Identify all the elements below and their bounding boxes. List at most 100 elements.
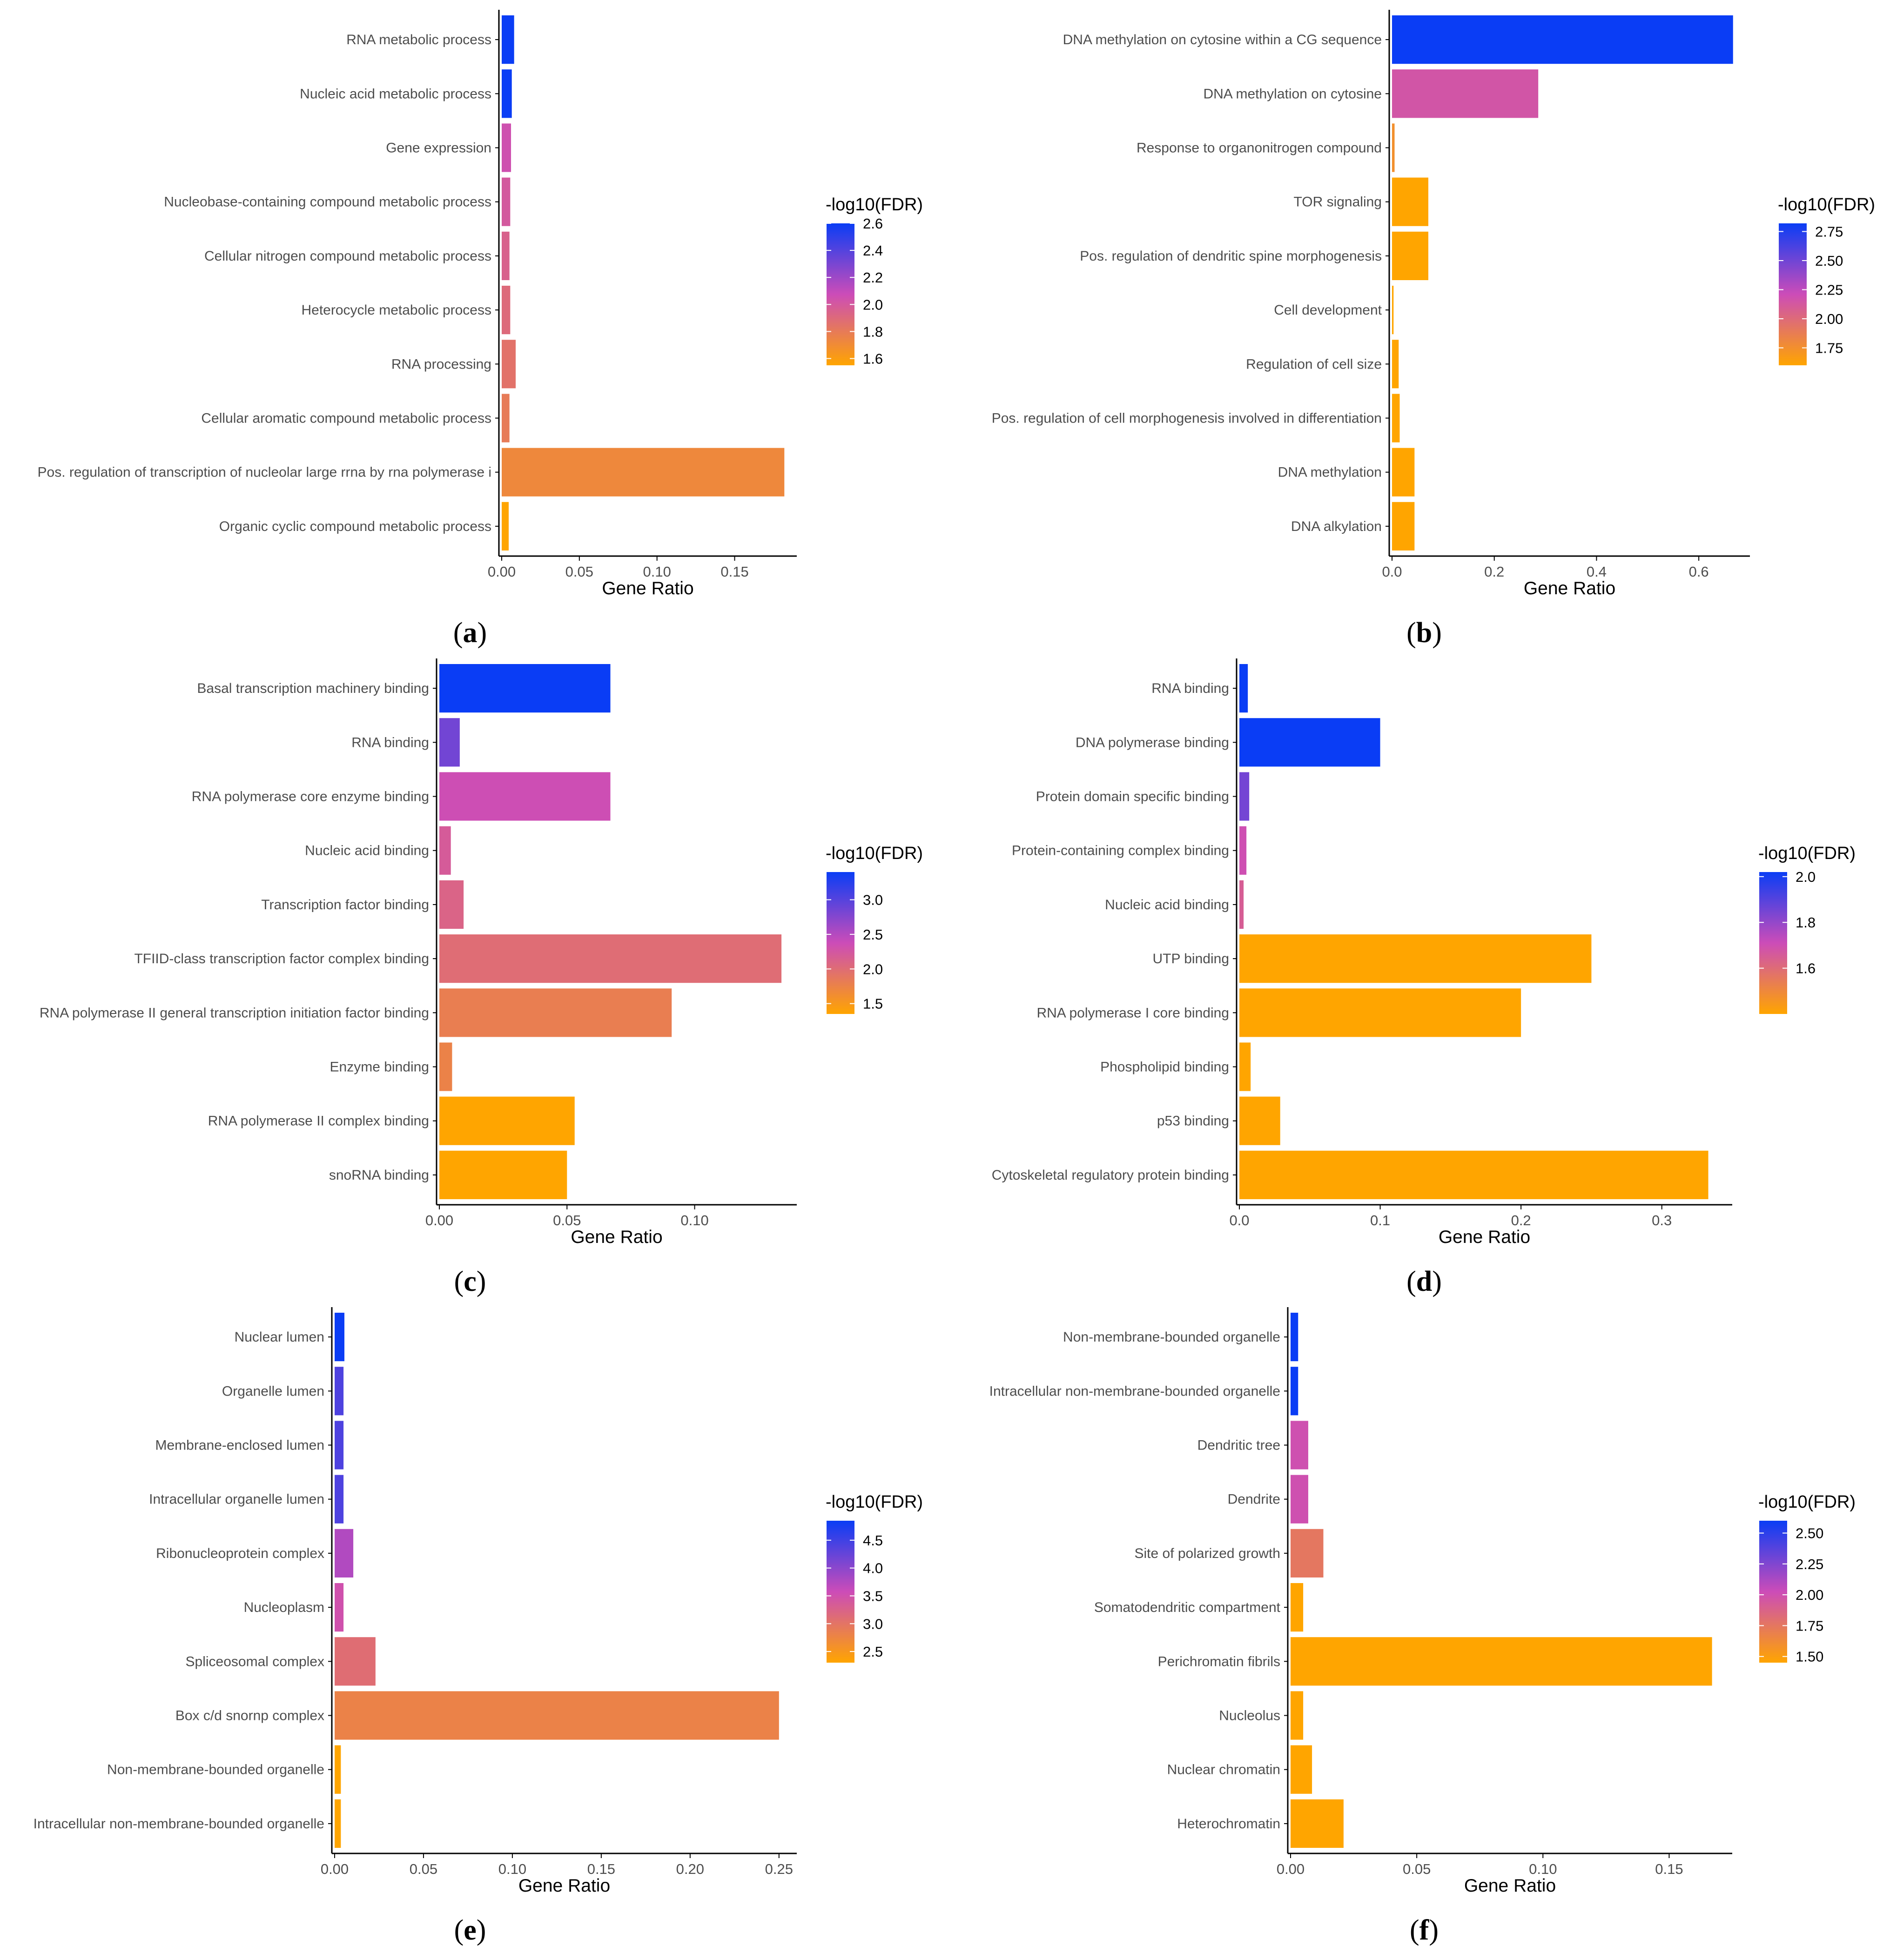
category-label: Intracellular non-membrane-bounded organ… xyxy=(34,1816,324,1832)
x-tick-label: 0.15 xyxy=(1655,1861,1683,1877)
legend-title: -log10(FDR) xyxy=(826,1492,923,1512)
bar xyxy=(502,69,512,118)
category-label: Organic cyclic compound metabolic proces… xyxy=(219,519,491,534)
category-label: Cell development xyxy=(1274,302,1382,318)
bar xyxy=(1239,988,1521,1037)
x-tick-label: 0.10 xyxy=(498,1861,526,1877)
x-tick-label: 0.20 xyxy=(676,1861,704,1877)
category-label: TFIID-class transcription factor complex… xyxy=(134,951,429,967)
category-label: RNA metabolic process xyxy=(346,32,491,47)
x-tick-label: 0.1 xyxy=(1370,1212,1390,1228)
panel-letter-paren: ) xyxy=(477,1266,486,1297)
x-tick-label: 0.05 xyxy=(410,1861,437,1877)
x-axis-title: Gene Ratio xyxy=(1464,1876,1556,1896)
x-tick-label: 0.05 xyxy=(553,1212,581,1228)
category-label: Nucleoplasm xyxy=(244,1600,324,1615)
panel-letter-paren: ( xyxy=(1406,1266,1416,1297)
category-label: Ribonucleoprotein complex xyxy=(156,1546,324,1561)
bar xyxy=(1392,69,1539,118)
panel-letter: (d) xyxy=(1406,1266,1442,1297)
x-axis-title: Gene Ratio xyxy=(1439,1227,1530,1247)
panel-letter-paren: ( xyxy=(1410,1914,1419,1946)
legend-tick-label: 1.6 xyxy=(1796,960,1816,977)
bar xyxy=(502,231,510,280)
bar xyxy=(335,1313,345,1362)
bar xyxy=(335,1367,344,1416)
category-label: snoRNA binding xyxy=(329,1168,429,1183)
panel-letter-char: e xyxy=(464,1914,477,1946)
bar xyxy=(335,1745,341,1794)
category-label: UTP binding xyxy=(1152,951,1229,967)
category-label: Regulation of cell size xyxy=(1246,356,1382,372)
category-label: Nuclear chromatin xyxy=(1167,1762,1280,1778)
x-tick-label: 0.00 xyxy=(488,564,516,580)
bar xyxy=(1392,394,1400,443)
bar xyxy=(439,1096,575,1145)
category-label: Dendrite xyxy=(1228,1492,1280,1507)
panel-letter: (e) xyxy=(454,1914,486,1946)
legend-tick-label: 3.5 xyxy=(863,1588,883,1604)
panel-letter-char: d xyxy=(1416,1266,1432,1297)
panel-letter-char: b xyxy=(1416,617,1432,649)
panel-letter-paren: ( xyxy=(1406,617,1416,649)
category-label: Spliceosomal complex xyxy=(186,1654,324,1669)
legend-tick-label: 2.00 xyxy=(1815,311,1843,327)
bar xyxy=(1239,934,1592,983)
category-label: Organelle lumen xyxy=(222,1383,324,1399)
category-label: Non-membrane-bounded organelle xyxy=(107,1762,324,1778)
bar xyxy=(1291,1583,1304,1632)
bar xyxy=(335,1529,354,1577)
bar xyxy=(1291,1367,1298,1416)
bar xyxy=(439,718,460,767)
legend-tick-label: 2.5 xyxy=(863,926,883,943)
legend-tick-label: 4.0 xyxy=(863,1560,883,1577)
category-label: Gene expression xyxy=(386,141,491,156)
category-label: Nuclear lumen xyxy=(235,1329,324,1345)
panel-letter-paren: ( xyxy=(453,617,463,649)
bar xyxy=(1239,1096,1280,1145)
x-axis-title: Gene Ratio xyxy=(1524,578,1615,598)
bar xyxy=(1392,15,1733,64)
bar xyxy=(1291,1799,1344,1848)
legend-colorbar xyxy=(827,1521,854,1663)
category-label: Heterochromatin xyxy=(1177,1816,1280,1832)
legend-colorbar xyxy=(827,223,854,365)
panel-letter-paren: ( xyxy=(454,1266,464,1297)
category-label: DNA methylation on cytosine within a CG … xyxy=(1063,32,1382,47)
legend-tick-label: 2.00 xyxy=(1796,1587,1823,1603)
bar xyxy=(1392,340,1399,389)
legend-tick-label: 1.8 xyxy=(1796,914,1816,931)
legend-tick-label: 2.2 xyxy=(863,269,883,286)
bar xyxy=(439,772,611,821)
legend-title: -log10(FDR) xyxy=(826,195,923,215)
bar xyxy=(1239,772,1250,821)
category-label: Protein domain specific binding xyxy=(1036,789,1229,805)
bar xyxy=(502,502,509,550)
panel-letter-paren: ) xyxy=(477,1914,486,1946)
bar xyxy=(1291,1529,1324,1577)
category-label: Response to organonitrogen compound xyxy=(1137,141,1382,156)
category-label: RNA polymerase II complex binding xyxy=(208,1114,429,1129)
category-label: RNA polymerase II general transcription … xyxy=(40,1005,429,1020)
x-tick-label: 0.15 xyxy=(720,564,748,580)
panel-letter-paren: ) xyxy=(1432,617,1442,649)
category-label: Pos. regulation of dendritic spine morph… xyxy=(1080,248,1382,264)
bar xyxy=(1392,286,1394,335)
bar xyxy=(502,286,511,335)
legend-title: -log10(FDR) xyxy=(1758,1492,1856,1512)
category-label: Intracellular organelle lumen xyxy=(149,1492,324,1507)
category-label: Pos. regulation of transcription of nucl… xyxy=(38,465,492,480)
legend-tick-label: 1.75 xyxy=(1815,340,1843,356)
x-tick-label: 0.00 xyxy=(1277,1861,1305,1877)
category-label: Box c/d snornp complex xyxy=(175,1708,324,1724)
legend-tick-label: 1.5 xyxy=(863,996,883,1012)
category-label: TOR signaling xyxy=(1293,195,1382,210)
bar xyxy=(439,988,672,1037)
bar xyxy=(439,826,451,875)
category-label: Phospholipid binding xyxy=(1100,1060,1229,1075)
category-label: Protein-containing complex binding xyxy=(1012,843,1229,859)
legend-tick-label: 2.0 xyxy=(863,296,883,313)
bar xyxy=(1239,664,1248,713)
bar xyxy=(502,15,514,64)
category-label: Cellular aromatic compound metabolic pro… xyxy=(201,411,491,426)
